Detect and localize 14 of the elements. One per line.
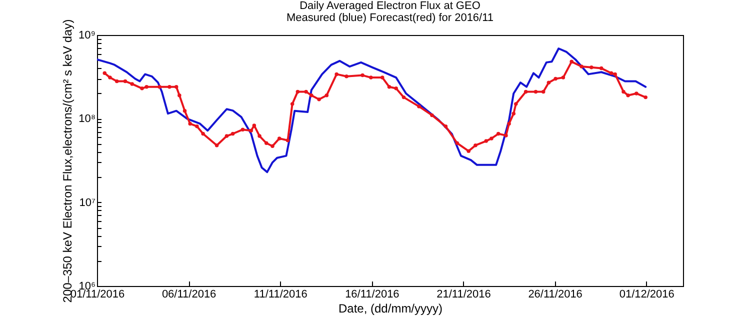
- line-series: [97, 47, 647, 174]
- y-tick-label: 10⁹: [78, 30, 96, 42]
- y-tick-label: 10⁸: [78, 113, 96, 126]
- x-tick-label: 11/11/2016: [254, 288, 308, 300]
- x-tick-label: 26/11/2016: [528, 288, 582, 300]
- chart-title: Daily Averaged Electron Flux at GEO: [300, 0, 481, 12]
- x-tick-label: 01/11/2016: [70, 288, 125, 300]
- x-tick-label: 16/11/2016: [345, 288, 400, 300]
- chart-subtitle: Measured (blue) Forecast(red) for 2016/11: [286, 12, 494, 24]
- x-axis-title: Date, (dd/mm/yyyy): [338, 302, 443, 316]
- x-tick-label: 06/11/2016: [162, 288, 216, 300]
- y-tick-label: 10⁷: [79, 196, 96, 209]
- x-tick-label: 01/12/2016: [619, 288, 674, 300]
- x-tick-label: 21/11/2016: [436, 288, 491, 300]
